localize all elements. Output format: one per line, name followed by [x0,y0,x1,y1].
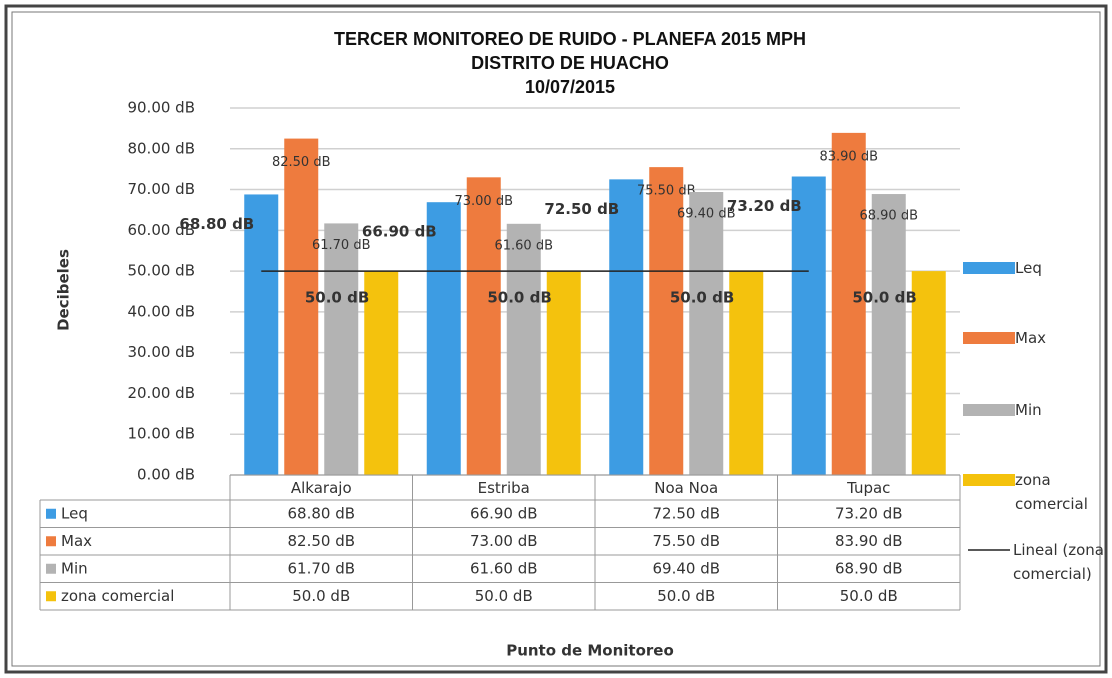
legend-label: zona comercial [1015,471,1088,513]
table-cell: 50.0 dB [475,587,533,605]
y-tick-label: 0.00 dB [137,466,195,484]
y-tick-label: 70.00 dB [127,180,195,198]
data-label: 68.90 dB [859,209,918,224]
bar [426,202,461,476]
x-tick-label: Estriba [478,479,530,497]
y-tick-label: 30.00 dB [127,343,195,361]
table-row-header: zona comercial [61,587,174,605]
data-label: 68.80 dB [179,215,254,233]
chart-date: 10/07/2015 [525,77,615,97]
y-tick-label: 80.00 dB [127,139,195,157]
table-cell: 68.90 dB [835,559,903,577]
y-tick-label: 10.00 dB [127,425,195,443]
data-label: 50.0 dB [852,289,916,307]
bar [831,132,866,475]
x-tick-label: Alkarajo [291,479,352,497]
bar [364,271,399,475]
y-tick-label: 90.00 dB [127,99,195,117]
table-cell: 61.60 dB [470,559,538,577]
table-cell: 73.00 dB [470,532,538,550]
table-legend-key [46,508,56,519]
bar [609,179,644,475]
x-axis-label: Punto de Monitoreo [506,642,674,660]
bar [871,194,906,475]
table-legend-key [46,591,56,602]
chart-subtitle: DISTRITO DE HUACHO [471,53,669,73]
data-label: 72.50 dB [544,200,619,218]
legend-label: Min [1015,401,1042,419]
data-label: 73.00 dB [454,194,513,209]
data-label: 50.0 dB [305,289,369,307]
data-label: 61.60 dB [494,238,553,253]
table-cell: 73.20 dB [835,504,903,522]
bar [689,192,724,475]
bar [649,167,684,475]
data-label: 66.90 dB [362,223,437,241]
legend-key [963,262,1015,274]
table-cell: 50.0 dB [840,587,898,605]
y-axis-label: Decibeles [55,249,73,331]
table-cell: 61.70 dB [287,559,355,577]
frame [4,4,1108,674]
y-tick-label: 50.00 dB [127,262,195,280]
chart-title: TERCER MONITOREO DE RUIDO - PLANEFA 2015… [334,29,806,49]
bar [324,223,359,475]
table-cell: 68.80 dB [287,504,355,522]
table-cell: 75.50 dB [652,532,720,550]
table-row-header: Leq [61,504,88,522]
table-cell: 66.90 dB [470,504,538,522]
table-cell: 72.50 dB [652,504,720,522]
table-row-header: Max [61,532,92,550]
legend-label: Leq [1015,259,1042,277]
data-label: 83.90 dB [819,149,878,164]
bar [911,271,946,475]
bar [244,194,279,475]
data-label: 75.50 dB [637,184,696,199]
x-tick-label: Tupac [846,479,890,497]
legend-key [963,332,1015,344]
table-cell: 82.50 dB [287,532,355,550]
data-label: 73.20 dB [727,197,802,215]
bar [284,138,319,476]
table-cell: 50.0 dB [657,587,715,605]
table-row-header: Min [61,559,88,577]
y-tick-label: 60.00 dB [127,221,195,239]
legend-label: Max [1015,329,1047,347]
data-label: 50.0 dB [487,289,551,307]
table-cell: 50.0 dB [292,587,350,605]
bar [791,176,826,476]
table-cell: 69.40 dB [652,559,720,577]
frame-inner [11,11,1101,667]
table-legend-key [46,563,56,574]
legend-key [963,404,1015,416]
bar [506,223,541,475]
data-label: 50.0 dB [670,289,734,307]
table-cell: 83.90 dB [835,532,903,550]
data-label: 69.40 dB [677,207,736,222]
legend-key [963,474,1015,486]
table-legend-key [46,536,56,547]
legend-label: Lineal (zona comercial) [1013,541,1104,583]
data-label: 82.50 dB [272,155,331,170]
bar [466,177,501,476]
y-tick-label: 20.00 dB [127,384,195,402]
bar [729,271,764,475]
bar [546,271,581,475]
y-tick-label: 40.00 dB [127,302,195,320]
x-tick-label: Noa Noa [654,479,718,497]
data-label: 61.70 dB [312,238,371,253]
